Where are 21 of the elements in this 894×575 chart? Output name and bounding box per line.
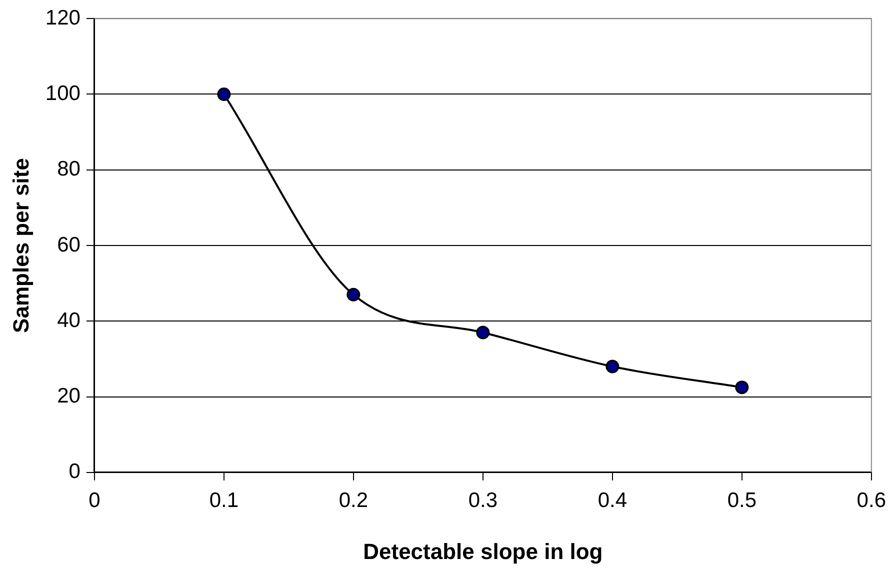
x-tick-label: 0.2 [338,488,368,512]
y-tick-label: 0 [68,460,80,484]
y-tick-label: 120 [45,6,80,30]
x-tick-label: 0.6 [856,488,886,512]
y-tick-label: 100 [45,82,80,106]
x-tick-label: 0.1 [209,488,239,512]
y-tick-label: 20 [57,384,80,408]
x-tick-label: 0.4 [598,488,628,512]
x-tick-label: 0 [88,488,100,512]
point [217,87,231,101]
x-tick-label: 0.3 [468,488,498,512]
y-tick-label: 40 [57,308,80,332]
y-tick-label: 80 [57,158,80,181]
x-tick-label: 0.5 [727,488,757,512]
point [606,360,620,374]
y-tick-label: 60 [57,233,80,256]
x-axis-title: Detectable slope in log [363,538,603,564]
point [735,380,749,394]
y-axis-title: Samples per site [8,158,34,333]
point [476,326,490,340]
point [346,288,360,302]
